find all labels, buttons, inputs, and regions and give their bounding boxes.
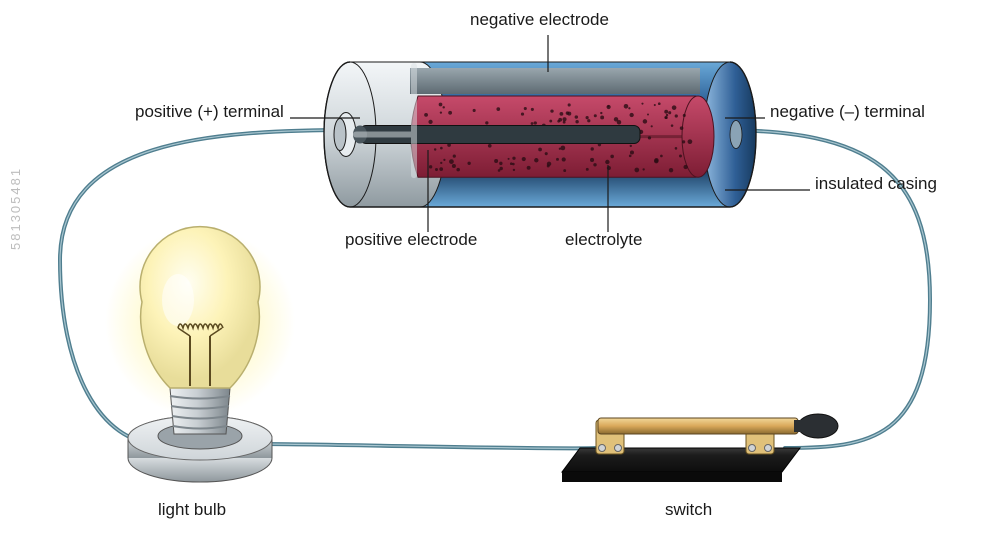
label-electrolyte: electrolyte bbox=[565, 230, 642, 250]
light-bulb bbox=[105, 227, 295, 482]
label-positive-terminal: positive (+) terminal bbox=[135, 102, 284, 122]
label-insulated-casing: insulated casing bbox=[815, 174, 937, 194]
label-positive-electrode: positive electrode bbox=[345, 230, 477, 250]
circuit-svg bbox=[0, 0, 1000, 543]
label-negative-electrode: negative electrode bbox=[470, 10, 609, 30]
label-negative-terminal: negative (–) terminal bbox=[770, 102, 925, 122]
label-switch: switch bbox=[665, 500, 712, 520]
battery bbox=[324, 62, 756, 207]
knife-switch bbox=[562, 414, 838, 482]
label-light-bulb: light bulb bbox=[158, 500, 226, 520]
stock-watermark: 581305481 bbox=[8, 167, 23, 250]
diagram-stage: positive (+) terminal negative electrode… bbox=[0, 0, 1000, 543]
